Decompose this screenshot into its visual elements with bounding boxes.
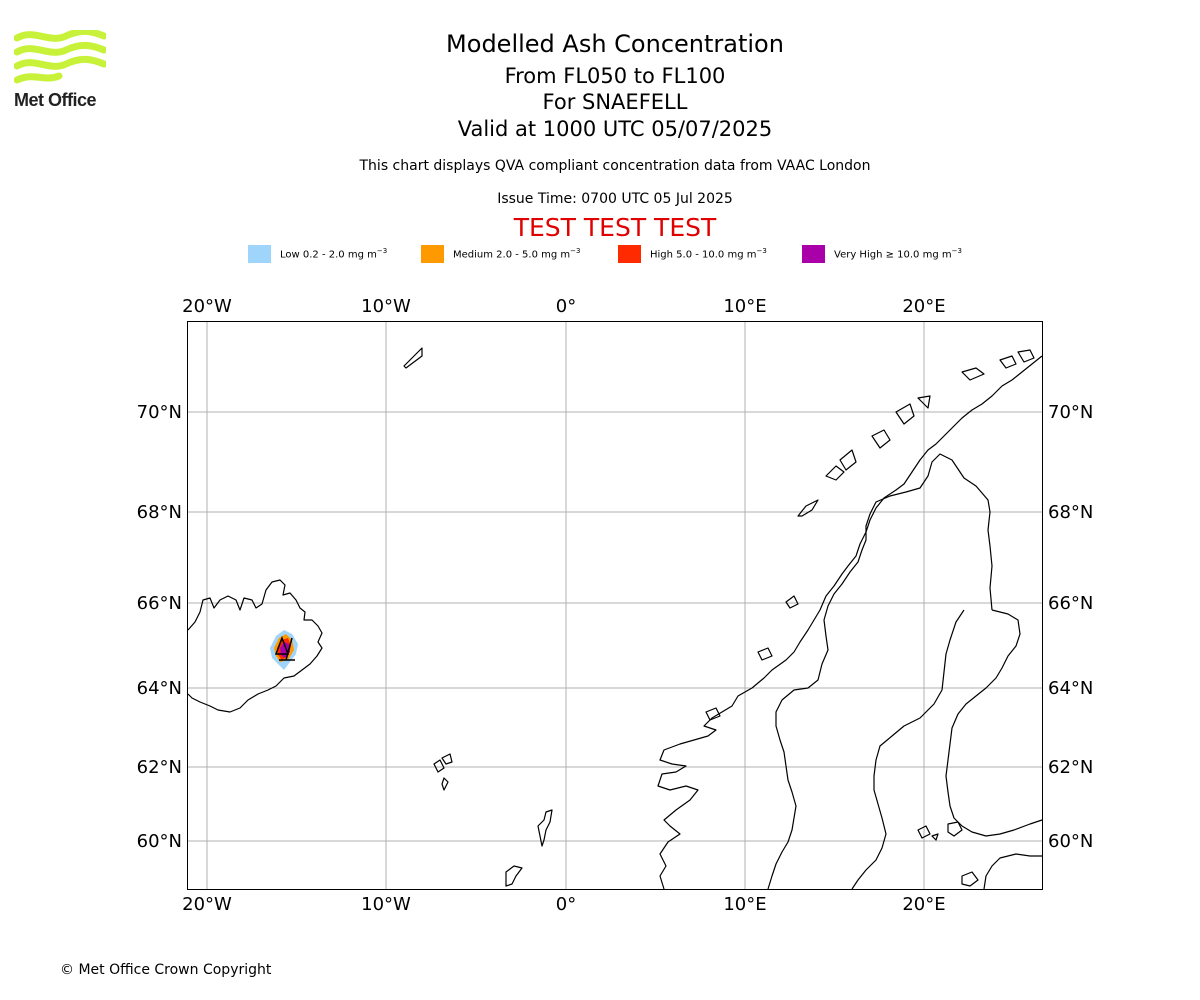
qva-note: This chart displays QVA compliant concen…	[359, 158, 871, 174]
aland-islands-coast	[917, 821, 963, 841]
lat-label-left: 68°N	[137, 502, 182, 523]
chart-title: Modelled Ash Concentration	[446, 30, 784, 58]
legend-item-high: High 5.0 - 10.0 mg m−3	[618, 244, 767, 264]
legend-sup-medium: −3	[570, 247, 581, 256]
orkney-coast	[505, 865, 523, 887]
ash-plume	[270, 630, 298, 670]
legend-item-very-high: Very High ≥ 10.0 mg m−3	[802, 244, 962, 264]
volcano-marker-icon	[274, 635, 295, 661]
jan-mayen-coast	[403, 347, 423, 369]
lat-label-right: 70°N	[1048, 402, 1093, 423]
legend-label-medium: Medium 2.0 - 5.0 mg m	[453, 249, 571, 261]
lat-label-left: 62°N	[137, 757, 182, 778]
legend-sup-low: −3	[376, 247, 388, 256]
saaremaa-coast	[961, 871, 979, 887]
test-banner: TEST TEST TEST	[513, 213, 717, 242]
issue-time: Issue Time: 0700 UTC 05 Jul 2025	[497, 191, 733, 207]
met-office-waves-icon	[13, 27, 108, 84]
lat-label-right: 66°N	[1048, 593, 1093, 614]
lon-label-bottom: 10°W	[361, 894, 411, 915]
legend-swatch-high	[618, 245, 641, 263]
legend-swatch-low	[248, 245, 271, 263]
lat-labels-left: 70°N 68°N 66°N 64°N 62°N 60°N	[137, 402, 182, 852]
lon-labels-bottom: 20°W 10°W 0° 10°E 20°E	[182, 894, 945, 915]
sweden-east-coast	[851, 609, 965, 890]
lon-label-bottom: 0°	[556, 894, 576, 915]
lon-label-bottom: 20°E	[902, 894, 945, 915]
coastlines	[187, 347, 1043, 890]
lat-label-right: 62°N	[1048, 757, 1093, 778]
lon-label-top: 10°W	[361, 296, 411, 317]
finland-coast	[945, 609, 1043, 837]
faroe-islands-coast	[433, 753, 453, 791]
lon-label-bottom: 20°W	[182, 894, 232, 915]
legend-label-very-high: Very High ≥ 10.0 mg m	[834, 249, 952, 261]
legend-swatch-medium	[421, 245, 444, 263]
map-frame	[187, 321, 1043, 890]
lat-labels-right: 70°N 68°N 66°N 64°N 62°N 60°N	[1048, 402, 1093, 852]
lat-label-right: 60°N	[1048, 831, 1093, 852]
lat-label-left: 64°N	[137, 678, 182, 699]
lon-label-top: 10°E	[723, 296, 766, 317]
met-office-wordmark: Met Office	[14, 90, 97, 110]
legend-swatch-very-high	[802, 245, 825, 263]
lat-label-right: 64°N	[1048, 678, 1093, 699]
norway-sweden-border	[767, 453, 993, 890]
iceland-coast	[187, 579, 323, 713]
flight-levels: From FL050 to FL100	[504, 64, 726, 88]
legend-item-medium: Medium 2.0 - 5.0 mg m−3	[421, 244, 580, 264]
legend-sup-very-high: −3	[951, 247, 962, 256]
shetland-coast	[537, 809, 553, 847]
trondelag-islands-coast	[705, 595, 799, 721]
copyright-notice: © Met Office Crown Copyright	[60, 962, 272, 978]
lon-label-top: 20°W	[182, 296, 232, 317]
norway-coast	[657, 355, 1043, 890]
lon-label-top: 0°	[556, 296, 576, 317]
legend-label-high: High 5.0 - 10.0 mg m	[650, 249, 757, 261]
lon-label-bottom: 10°E	[723, 894, 766, 915]
lat-label-left: 66°N	[137, 593, 182, 614]
lat-label-right: 68°N	[1048, 502, 1093, 523]
concentration-legend: Low 0.2 - 2.0 mg m−3 Medium 2.0 - 5.0 mg…	[0, 244, 1200, 264]
legend-sup-high: −3	[756, 247, 767, 256]
lon-labels-top: 20°W 10°W 0° 10°E 20°E	[182, 296, 945, 317]
volcano-name: For SNAEFELL	[542, 90, 688, 114]
legend-label-low: Low 0.2 - 2.0 mg m	[280, 249, 377, 261]
legend-item-low: Low 0.2 - 2.0 mg m−3	[248, 244, 387, 264]
met-office-logo: Met Office	[13, 27, 108, 112]
lat-label-left: 60°N	[137, 831, 182, 852]
lon-label-top: 20°E	[902, 296, 945, 317]
lat-label-left: 70°N	[137, 402, 182, 423]
valid-time: Valid at 1000 UTC 05/07/2025	[457, 117, 773, 141]
gridlines	[188, 322, 1042, 889]
lofoten-islands-coast	[797, 349, 1035, 517]
estonia-coast	[983, 853, 1042, 890]
